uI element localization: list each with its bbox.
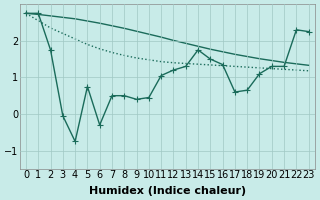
- X-axis label: Humidex (Indice chaleur): Humidex (Indice chaleur): [89, 186, 246, 196]
